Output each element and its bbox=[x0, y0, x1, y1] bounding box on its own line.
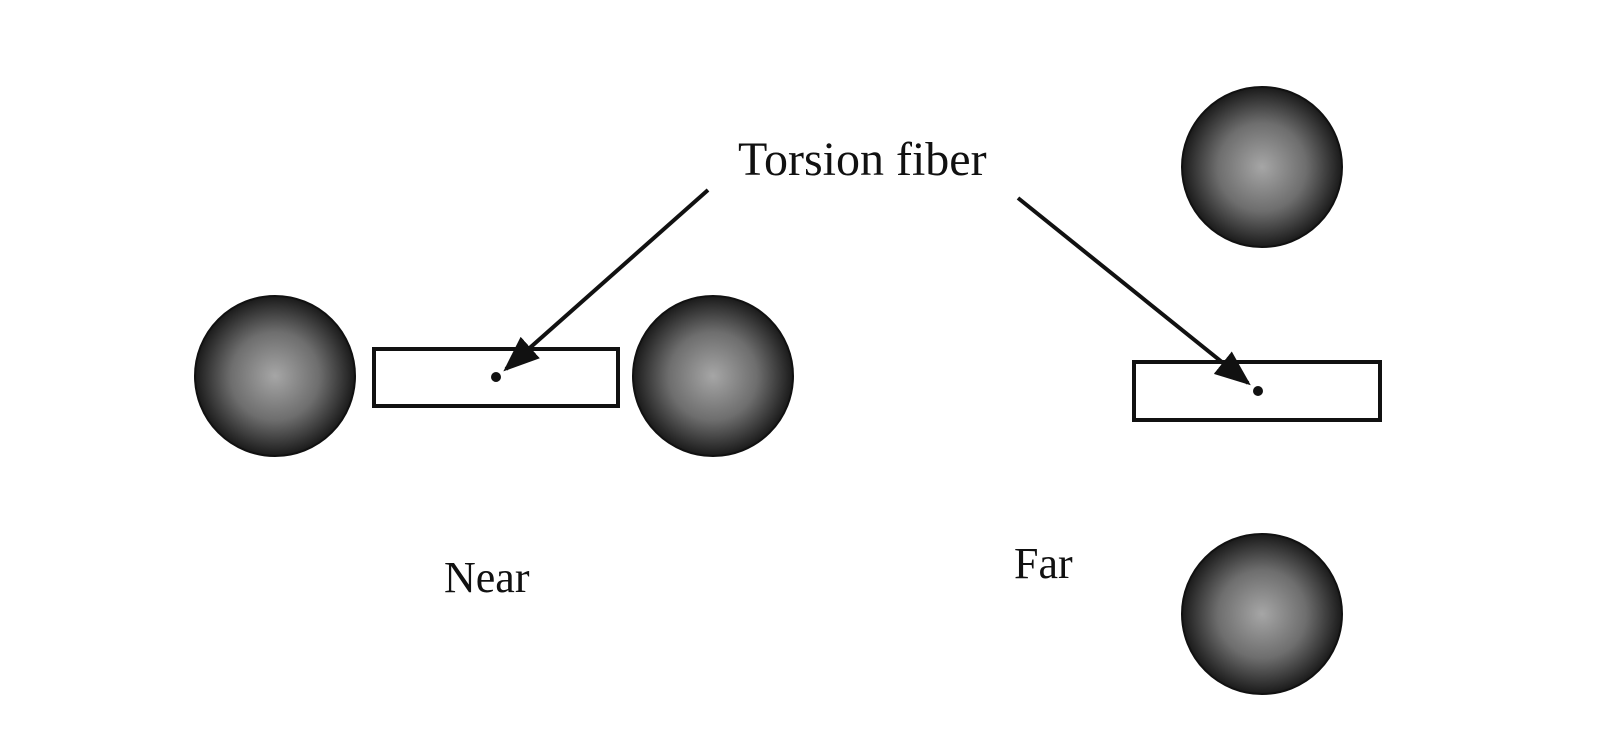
near-fiber-point bbox=[491, 372, 501, 382]
callout-arrows bbox=[503, 188, 1251, 386]
near-right-sphere bbox=[632, 295, 794, 457]
far-label: Far bbox=[1014, 539, 1073, 588]
near-left-sphere bbox=[194, 295, 356, 457]
torsion-fiber-label: Torsion fiber bbox=[738, 133, 987, 186]
near-label: Near bbox=[444, 553, 530, 602]
near-configuration bbox=[194, 295, 794, 457]
arrow-to-near-fiber bbox=[503, 188, 710, 372]
far-top-sphere bbox=[1181, 86, 1343, 248]
near-torsion-beam bbox=[372, 347, 620, 408]
arrow-to-far-fiber bbox=[1016, 196, 1251, 386]
far-bottom-sphere bbox=[1181, 533, 1343, 695]
far-fiber-point bbox=[1253, 386, 1263, 396]
far-configuration bbox=[1132, 86, 1382, 695]
